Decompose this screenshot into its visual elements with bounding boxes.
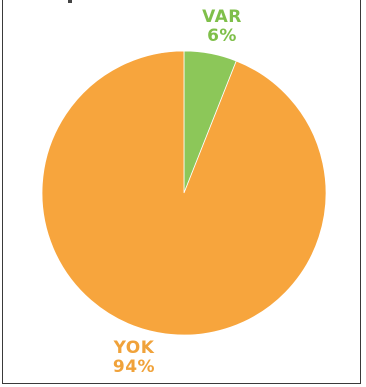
slice-label-var-percent: 6% bbox=[207, 25, 237, 46]
slice-label-yok-name: YOK bbox=[113, 338, 155, 358]
pie-slice-yok bbox=[41, 50, 327, 336]
slice-label-var: VAR 6% bbox=[198, 8, 246, 45]
slice-label-yok-percent: 94% bbox=[112, 356, 156, 377]
stray-mark bbox=[68, 0, 72, 3]
slice-label-yok: YOK 94% bbox=[104, 339, 164, 376]
slice-label-var-name: VAR bbox=[202, 7, 242, 27]
